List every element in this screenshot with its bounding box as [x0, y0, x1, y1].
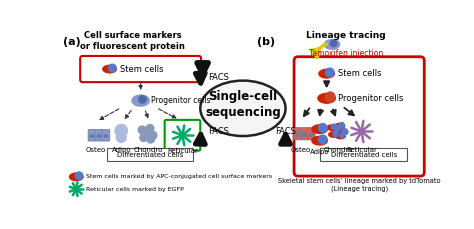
Circle shape [333, 131, 338, 136]
Circle shape [139, 96, 146, 103]
Circle shape [319, 135, 327, 144]
Text: Differentiated cells: Differentiated cells [331, 152, 397, 158]
Text: (b): (b) [257, 37, 275, 47]
Text: FACS: FACS [275, 127, 296, 136]
Circle shape [115, 125, 128, 137]
Text: Reticular: Reticular [346, 147, 377, 153]
Ellipse shape [319, 69, 334, 78]
Text: Single-cell
sequencing: Single-cell sequencing [205, 90, 281, 119]
Ellipse shape [103, 65, 117, 73]
Ellipse shape [303, 133, 306, 136]
Circle shape [330, 40, 337, 46]
Circle shape [109, 64, 116, 72]
Ellipse shape [312, 125, 328, 134]
Circle shape [335, 126, 341, 131]
FancyBboxPatch shape [88, 130, 96, 141]
Circle shape [325, 68, 334, 77]
Ellipse shape [335, 123, 345, 129]
Ellipse shape [70, 173, 83, 181]
Ellipse shape [331, 126, 341, 132]
Text: Osteo: Osteo [85, 147, 106, 153]
Circle shape [319, 124, 327, 132]
FancyBboxPatch shape [301, 128, 308, 140]
Text: Progenitor cells: Progenitor cells [338, 94, 404, 103]
Text: FACS: FACS [208, 73, 229, 82]
Ellipse shape [318, 93, 335, 103]
FancyBboxPatch shape [102, 130, 110, 141]
FancyBboxPatch shape [293, 128, 301, 140]
Text: Chondro: Chondro [324, 147, 353, 153]
Text: Reticular: Reticular [167, 148, 198, 154]
Text: (a): (a) [63, 37, 81, 47]
Text: Adipo: Adipo [310, 149, 329, 155]
Circle shape [340, 133, 345, 138]
Circle shape [339, 123, 345, 128]
Text: Cell surface markers
or fluorescent protein: Cell surface markers or fluorescent prot… [81, 31, 185, 51]
Ellipse shape [336, 133, 346, 139]
Text: Progenitor cells: Progenitor cells [151, 96, 210, 105]
Text: Skeletal stem cells’ lineage marked by tdTomato
(Lineage tracing): Skeletal stem cells’ lineage marked by t… [278, 178, 440, 192]
Text: Lineage tracing: Lineage tracing [306, 31, 386, 40]
Ellipse shape [201, 81, 285, 136]
Ellipse shape [104, 135, 108, 137]
Text: Chondro: Chondro [134, 147, 163, 153]
Ellipse shape [132, 95, 149, 106]
Circle shape [75, 172, 83, 180]
Circle shape [116, 133, 126, 142]
FancyBboxPatch shape [107, 148, 193, 161]
Circle shape [142, 128, 150, 135]
Circle shape [331, 124, 337, 130]
Circle shape [146, 125, 154, 132]
Ellipse shape [325, 40, 340, 49]
Ellipse shape [296, 133, 299, 136]
Text: Stem cells: Stem cells [120, 65, 163, 74]
Ellipse shape [310, 133, 313, 136]
FancyBboxPatch shape [320, 148, 407, 161]
Circle shape [140, 134, 147, 142]
Text: FACS: FACS [208, 127, 229, 136]
FancyBboxPatch shape [294, 57, 424, 176]
Ellipse shape [91, 135, 93, 137]
Text: Stem cells: Stem cells [338, 69, 382, 78]
Text: Tamoxifen injection: Tamoxifen injection [309, 49, 383, 58]
Ellipse shape [327, 125, 337, 130]
FancyBboxPatch shape [80, 56, 201, 82]
Circle shape [342, 129, 347, 134]
Ellipse shape [329, 132, 338, 137]
Circle shape [325, 92, 335, 102]
Ellipse shape [338, 130, 348, 135]
Circle shape [138, 126, 146, 134]
Ellipse shape [97, 135, 100, 137]
Text: Stem cells marked by APC-conjugated cell surface markers: Stem cells marked by APC-conjugated cell… [86, 174, 273, 179]
Text: Differentiated cells: Differentiated cells [117, 152, 183, 158]
Circle shape [147, 135, 155, 143]
Ellipse shape [312, 136, 328, 145]
Circle shape [149, 131, 157, 139]
FancyBboxPatch shape [164, 120, 201, 151]
Text: Osteo: Osteo [291, 147, 311, 153]
FancyBboxPatch shape [95, 130, 103, 141]
Text: Adipo: Adipo [111, 147, 131, 153]
FancyBboxPatch shape [308, 128, 315, 140]
Text: Reticular cells marked by EGFP: Reticular cells marked by EGFP [86, 187, 184, 192]
